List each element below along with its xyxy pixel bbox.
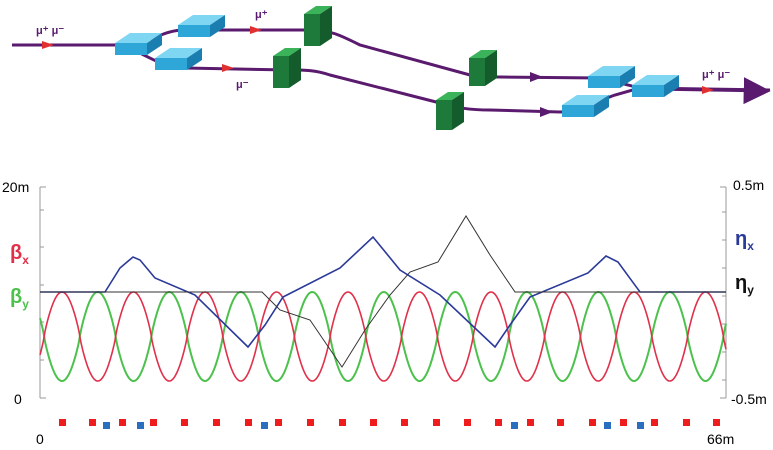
quadrupole-marker bbox=[89, 419, 96, 426]
green-blocks bbox=[273, 6, 497, 130]
quadrupole-marker bbox=[181, 419, 188, 426]
dipole-magnet bbox=[178, 15, 225, 37]
x-axis-min-label: 0 bbox=[36, 431, 44, 447]
quadrupole-marker bbox=[557, 419, 564, 426]
green-block bbox=[304, 6, 332, 46]
dipole-marker bbox=[137, 422, 144, 429]
quadrupole-marker bbox=[245, 419, 252, 426]
dipole-marker bbox=[511, 422, 518, 429]
right-axis-min-label: -0.5m bbox=[731, 391, 767, 407]
direction-arrow-icon bbox=[42, 41, 54, 49]
quadrupole-marker bbox=[464, 419, 471, 426]
left-axis-max-label: 20m bbox=[2, 179, 29, 195]
eta-x-curve bbox=[40, 235, 726, 349]
lattice-plot: 20m 0 0.5m -0.5m 0 66m βx βy ηx ηy bbox=[2, 177, 767, 447]
dipole-marker bbox=[261, 422, 268, 429]
x-axis-max-label: 66m bbox=[707, 431, 734, 447]
beta-y-label: βy bbox=[10, 286, 29, 311]
direction-arrow-icon bbox=[222, 64, 234, 72]
quadrupole-marker bbox=[275, 419, 282, 426]
beta-y-curve bbox=[39, 290, 727, 383]
dipole-magnet bbox=[588, 66, 635, 88]
quadrupole-marker bbox=[370, 419, 377, 426]
dipole-magnet bbox=[115, 33, 162, 55]
path-arrow-icon bbox=[540, 107, 553, 117]
green-block bbox=[469, 50, 497, 86]
quadrupole-marker bbox=[59, 419, 66, 426]
quadrupole-marker bbox=[527, 419, 534, 426]
dipole-magnets bbox=[115, 15, 679, 117]
quadrupole-marker bbox=[150, 419, 157, 426]
quadrupole-marker bbox=[339, 419, 346, 426]
eta-x-label: ηx bbox=[735, 228, 754, 253]
eta-y-label: ηy bbox=[735, 272, 754, 297]
quadrupole-marker bbox=[713, 419, 720, 426]
dipole-magnet bbox=[562, 95, 609, 117]
right-axis-max-label: 0.5m bbox=[733, 177, 764, 193]
lattice-curves bbox=[39, 215, 727, 383]
input-beam-label: μ⁺ μ⁻ bbox=[36, 25, 64, 37]
dipole-marker bbox=[604, 422, 611, 429]
green-block bbox=[436, 92, 464, 130]
beta-x-curve bbox=[39, 291, 727, 382]
quadrupole-marker bbox=[213, 419, 220, 426]
dipole-marker bbox=[103, 422, 110, 429]
lower-path-label: μ⁻ bbox=[236, 79, 249, 91]
direction-arrows bbox=[42, 26, 714, 94]
dipole-magnet bbox=[632, 75, 679, 97]
output-beam-label: μ⁺ μ⁻ bbox=[702, 69, 730, 81]
dipole-magnet bbox=[155, 48, 202, 70]
beta-x-label: βx bbox=[10, 242, 29, 267]
quadrupole-marker bbox=[307, 419, 314, 426]
right-axis-ticks bbox=[720, 186, 726, 399]
direction-arrow-icon bbox=[702, 86, 714, 94]
quadrupole-marker bbox=[495, 419, 502, 426]
beamline-schematic: μ⁺ μ⁻ μ⁺ μ⁻ μ⁺ μ⁻ bbox=[12, 6, 771, 130]
left-axis-min-label: 0 bbox=[14, 391, 22, 407]
eta-y-curve bbox=[40, 215, 726, 368]
quadrupole-marker bbox=[683, 419, 690, 426]
quadrupole-marker bbox=[620, 419, 627, 426]
path-arrow-heads bbox=[530, 72, 553, 117]
green-block bbox=[273, 48, 301, 88]
quadrupole-marker bbox=[119, 419, 126, 426]
dipole-marker bbox=[637, 422, 644, 429]
quadrupole-marker bbox=[401, 419, 408, 426]
quadrupole-marker bbox=[433, 419, 440, 426]
quadrupole-marker bbox=[589, 419, 596, 426]
direction-arrow-icon bbox=[250, 26, 262, 34]
magnet-markers bbox=[59, 419, 720, 429]
path-arrow-icon bbox=[530, 72, 543, 82]
quadrupole-marker bbox=[651, 419, 658, 426]
upper-path-label: μ⁺ bbox=[255, 9, 268, 21]
